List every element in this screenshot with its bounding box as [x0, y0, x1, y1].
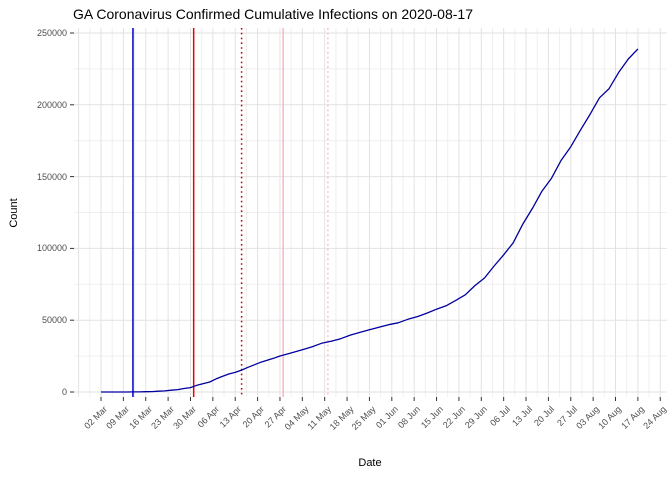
cumulative-confirmed-infections-line: [101, 48, 639, 393]
axis-ticks: [70, 32, 661, 401]
gridlines-minor: [74, 28, 667, 397]
y-tick-label: 150000: [36, 171, 67, 182]
y-tick-label: 50000: [41, 315, 67, 326]
chart-title: GA Coronavirus Confirmed Cumulative Infe…: [73, 6, 473, 22]
y-tick-label: 250000: [36, 28, 67, 38]
y-tick-label: 200000: [36, 99, 67, 110]
y-axis-title: Count: [8, 198, 20, 228]
y-tick-label: 0: [61, 387, 67, 397]
x-axis-title: Date: [358, 457, 382, 469]
gridlines-major: [74, 28, 667, 397]
y-tick-label: 100000: [36, 243, 67, 254]
